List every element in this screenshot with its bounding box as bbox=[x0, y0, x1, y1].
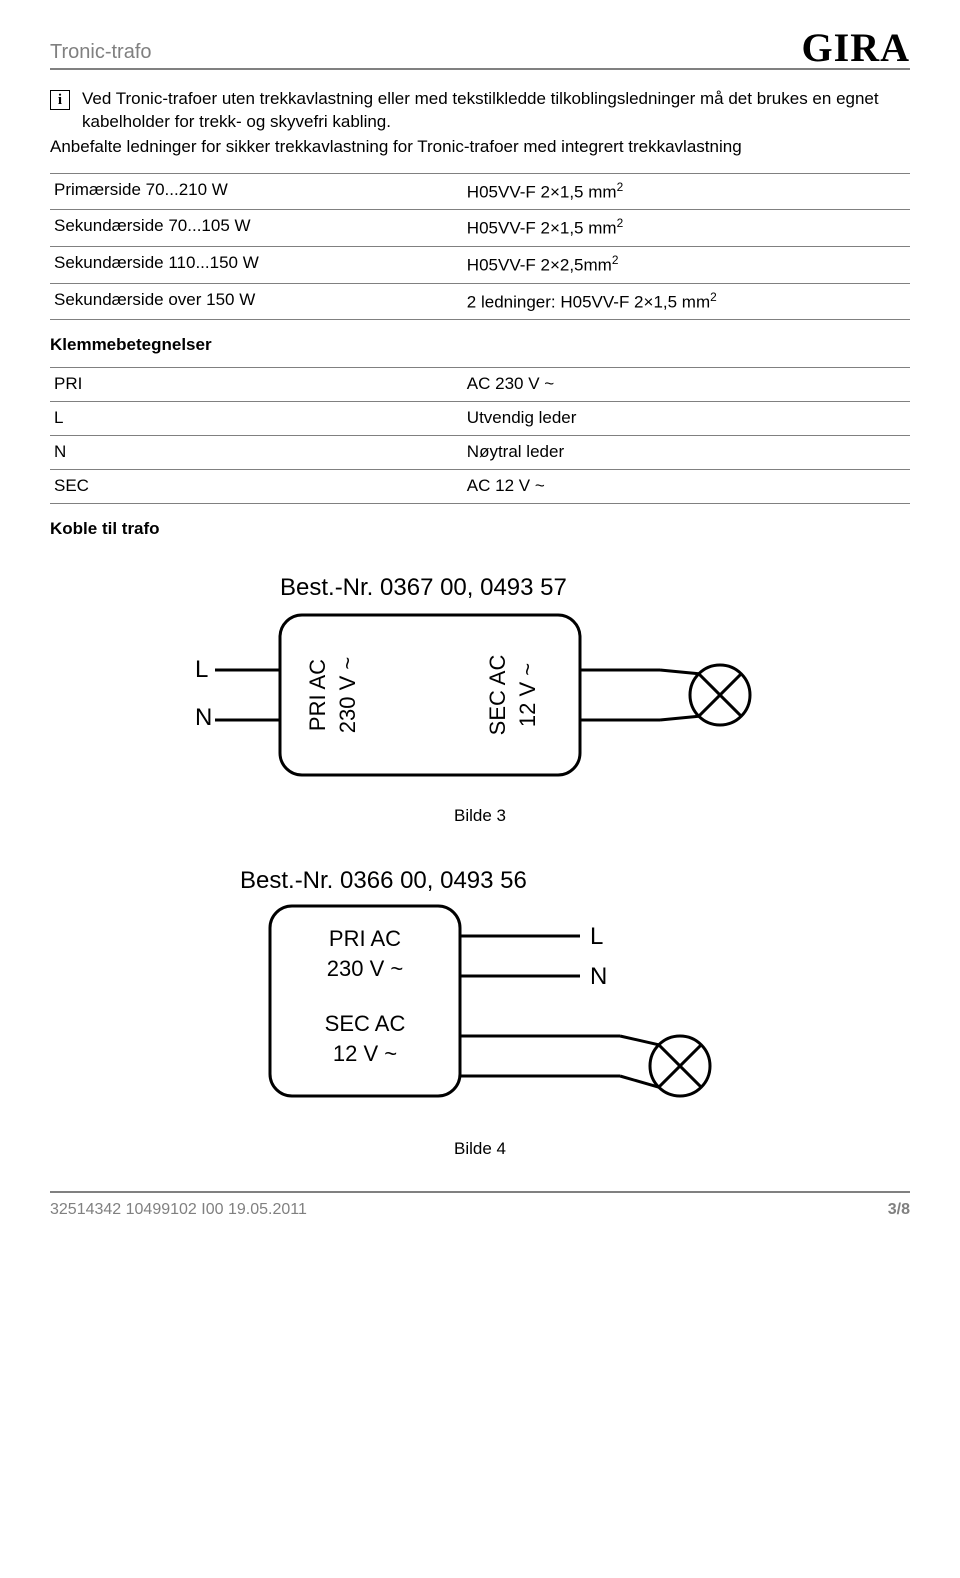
svg-text:Best.-Nr. 0366 00, 0493 56: Best.-Nr. 0366 00, 0493 56 bbox=[240, 867, 527, 894]
table-row: Sekundærside 70...105 WH05VV-F 2×1,5 mm2 bbox=[50, 210, 910, 247]
table-row: SECAC 12 V ~ bbox=[50, 469, 910, 503]
terminal-label: PRI bbox=[50, 368, 463, 402]
terminal-label: N bbox=[50, 436, 463, 470]
terminal-value: AC 12 V ~ bbox=[463, 469, 910, 503]
wiring-diagram-2: Best.-Nr. 0366 00, 0493 56 PRI AC 230 V ~ S… bbox=[50, 858, 910, 1128]
table-row: NNøytral leder bbox=[50, 436, 910, 470]
svg-text:N: N bbox=[590, 963, 607, 990]
info-text: Ved Tronic-trafoer uten trekkavlastning … bbox=[82, 88, 910, 134]
svg-text:12 V ~: 12 V ~ bbox=[515, 663, 540, 727]
svg-text:N: N bbox=[195, 704, 212, 731]
svg-text:SEC AC: SEC AC bbox=[485, 654, 510, 735]
svg-text:PRI AC: PRI AC bbox=[329, 926, 401, 951]
terminal-value: Nøytral leder bbox=[463, 436, 910, 470]
wiring-diagram-2-svg: Best.-Nr. 0366 00, 0493 56 PRI AC 230 V ~ S… bbox=[160, 858, 800, 1128]
terminals-heading: Klemmebetegnelser bbox=[50, 334, 910, 357]
terminal-label: SEC bbox=[50, 469, 463, 503]
svg-text:230 V ~: 230 V ~ bbox=[335, 657, 360, 733]
diagram-1-caption: Bilde 3 bbox=[50, 805, 910, 828]
cable-value: H05VV-F 2×1,5 mm2 bbox=[463, 210, 910, 247]
svg-text:PRI AC: PRI AC bbox=[305, 659, 330, 731]
table-row: Sekundærside 110...150 WH05VV-F 2×2,5mm2 bbox=[50, 247, 910, 284]
table-row: LUtvendig leder bbox=[50, 402, 910, 436]
terminals-table: PRIAC 230 V ~LUtvendig lederNNøytral led… bbox=[50, 367, 910, 504]
svg-text:Best.-Nr. 0367 00, 0493 57: Best.-Nr. 0367 00, 0493 57 bbox=[280, 574, 567, 601]
recommended-cables-intro: Anbefalte ledninger for sikker trekkavla… bbox=[50, 136, 910, 159]
table-row: PRIAC 230 V ~ bbox=[50, 368, 910, 402]
cable-value: H05VV-F 2×2,5mm2 bbox=[463, 247, 910, 284]
svg-text:230 V ~: 230 V ~ bbox=[327, 956, 403, 981]
header-title: Tronic-trafo bbox=[50, 39, 152, 66]
diagram-2-caption: Bilde 4 bbox=[50, 1138, 910, 1161]
terminal-value: Utvendig leder bbox=[463, 402, 910, 436]
svg-text:L: L bbox=[590, 923, 603, 950]
cable-value: H05VV-F 2×1,5 mm2 bbox=[463, 173, 910, 210]
cable-label: Primærside 70...210 W bbox=[50, 173, 463, 210]
svg-text:L: L bbox=[195, 656, 208, 683]
cable-table: Primærside 70...210 WH05VV-F 2×1,5 mm2Se… bbox=[50, 173, 910, 320]
svg-text:SEC AC: SEC AC bbox=[325, 1011, 406, 1036]
svg-text:12 V ~: 12 V ~ bbox=[333, 1041, 397, 1066]
page-header: Tronic-trafo GIRA bbox=[50, 30, 910, 70]
table-row: Primærside 70...210 WH05VV-F 2×1,5 mm2 bbox=[50, 173, 910, 210]
footer-page-number: 3/8 bbox=[888, 1199, 910, 1221]
cable-label: Sekundærside over 150 W bbox=[50, 283, 463, 320]
cable-value: 2 ledninger: H05VV-F 2×1,5 mm2 bbox=[463, 283, 910, 320]
table-row: Sekundærside over 150 W2 ledninger: H05V… bbox=[50, 283, 910, 320]
cable-label: Sekundærside 70...105 W bbox=[50, 210, 463, 247]
wiring-diagram-1: Best.-Nr. 0367 00, 0493 57 LN PRI AC230 V … bbox=[50, 565, 910, 795]
terminal-value: AC 230 V ~ bbox=[463, 368, 910, 402]
connect-heading: Koble til trafo bbox=[50, 518, 910, 541]
page-footer: 32514342 10499102 I00 19.05.2011 3/8 bbox=[50, 1191, 910, 1221]
brand-logo: GIRA bbox=[802, 30, 910, 66]
terminal-label: L bbox=[50, 402, 463, 436]
footer-left: 32514342 10499102 I00 19.05.2011 bbox=[50, 1199, 307, 1221]
wiring-diagram-1-svg: Best.-Nr. 0367 00, 0493 57 LN PRI AC230 V … bbox=[160, 565, 800, 795]
info-note: i Ved Tronic-trafoer uten trekkavlastnin… bbox=[50, 88, 910, 134]
info-icon: i bbox=[50, 90, 70, 110]
cable-label: Sekundærside 110...150 W bbox=[50, 247, 463, 284]
